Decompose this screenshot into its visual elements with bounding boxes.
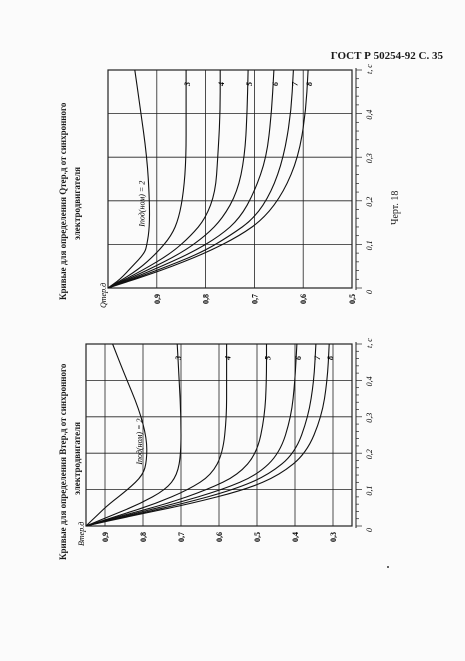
chart0-value-label: 0,7 (250, 294, 259, 304)
chart1-time-label: t, c (365, 338, 374, 348)
page-header: ГОСТ Р 50254-92 С. 35 (330, 50, 443, 62)
chart0-time-label: 0,1 (365, 240, 374, 250)
chart0-value-label: 0,8 (202, 294, 211, 304)
chart0-curve-3 (107, 70, 187, 289)
chart1-value-label: 0,6 (215, 532, 224, 542)
chart0-series-label-8: 8 (305, 82, 314, 86)
chart0-frame (107, 69, 353, 289)
chart1-time-label: 0,4 (365, 376, 374, 386)
chart0-curve-annotation: Iпод(ном) = 2 (137, 181, 146, 228)
chart1-series-label-4: 4 (224, 356, 233, 361)
chart1-curve-3 (85, 343, 182, 527)
chart0-time-label: 0,4 (365, 110, 374, 120)
chart1-series-label-3: 3 (174, 356, 183, 361)
chart1-value-label: 0,7 (177, 532, 186, 542)
chart1-curve-2 (85, 343, 148, 527)
scan-speck (387, 566, 389, 568)
chart1-time-label: 0,1 (365, 486, 374, 496)
chart0-value-label: 0,5 (348, 294, 357, 304)
chart0-time-label: 0 (365, 290, 374, 294)
chart1-series-label-7: 7 (313, 355, 322, 360)
chart1-value-label: 0,3 (329, 532, 338, 542)
chart0-curve-8 (107, 69, 309, 289)
chart1-curve-4 (85, 344, 228, 527)
chart1-curve-6 (85, 343, 298, 527)
chart0-series-label-7: 7 (290, 81, 299, 86)
chart1-value-label: 0,4 (291, 532, 300, 542)
chart0-time-label: 0,3 (365, 153, 374, 163)
chart1-series-label-5: 5 (264, 356, 273, 360)
chart1-value-label: 0,8 (139, 532, 148, 542)
chart0-curve-7 (107, 69, 294, 289)
chart1-time-label: 0 (365, 528, 374, 532)
chart1-ylabel: Bтер.д (77, 522, 86, 546)
chart0-curve-4 (107, 70, 221, 289)
chart1-series-label-8: 8 (326, 356, 335, 360)
chart1-time-label: 0,2 (365, 449, 374, 459)
chart0-time-label: t, c (365, 64, 374, 74)
chart0-curve-2 (107, 69, 151, 289)
chart1-curve-5 (85, 344, 268, 527)
chart0-value-label: 0,9 (153, 294, 162, 304)
chart0-series-label-4: 4 (217, 82, 226, 87)
chart0-time-label: 0,2 (365, 197, 374, 207)
chart1-curve-7 (85, 343, 317, 527)
chart0-series-label-3: 3 (183, 82, 192, 87)
chart0-series-label-5: 5 (245, 82, 254, 86)
chart1-time-label: 0,3 (365, 413, 374, 423)
chart0-curve-6 (107, 69, 275, 289)
chart0-ylabel: Qтер.д (99, 283, 108, 308)
chart0-value-label: 0,6 (299, 294, 308, 304)
chart1-value-label: 0,9 (101, 532, 110, 542)
chart1-curve-annotation: Iпод(ном) = 2 (135, 419, 144, 466)
chart1-curve-8 (85, 343, 330, 527)
chart1-series-label-6: 6 (294, 356, 303, 360)
chart1-value-label: 0,5 (253, 532, 262, 542)
chart0-series-label-6: 6 (271, 82, 280, 86)
chart0-curve-5 (107, 69, 249, 289)
